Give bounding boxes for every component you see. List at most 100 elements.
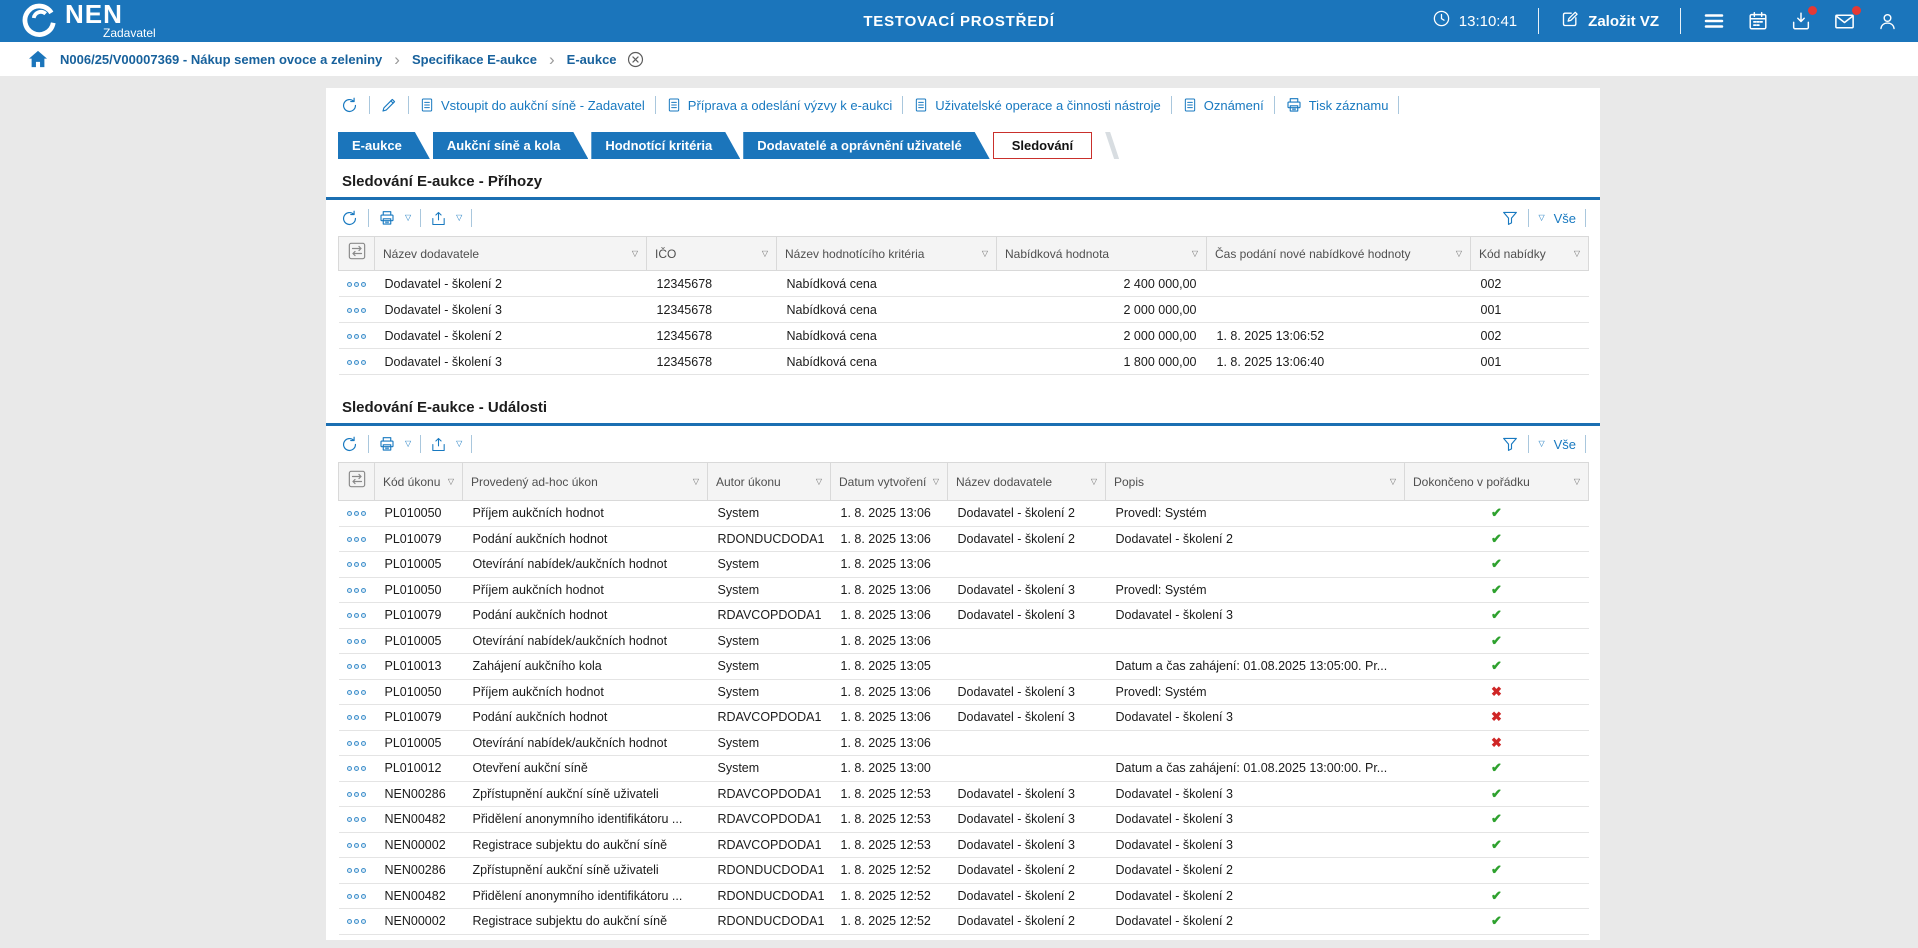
printer-dropdown-icon[interactable]: ▽: [405, 439, 412, 448]
breadcrumb-item-specifikace-e-aukce[interactable]: Specifikace E-aukce: [411, 51, 537, 67]
row-menu-icon[interactable]: [338, 755, 375, 782]
table-row[interactable]: PL010079 Podání aukčních hodnot RDAVCOPDOD…: [338, 602, 1589, 629]
table-row[interactable]: PL010013 Zahájení aukčního kola System 1. 8…: [338, 653, 1589, 680]
column-filter-icon[interactable]: ▽: [1573, 249, 1580, 258]
column-filter-icon[interactable]: ▽: [815, 477, 822, 486]
view-all-label[interactable]: Vše: [1553, 436, 1576, 452]
toolbar-action-vstoupit-do-aukcni-sine-zada[interactable]: Vstoupit do aukční síně - Zadavatel: [419, 96, 645, 114]
table-row[interactable]: NEN00002 Registrace subjektu do aukční sí…: [338, 832, 1589, 858]
column-header-ico[interactable]: IČO ▽: [646, 236, 777, 271]
column-header-dokonceno-v-poradku[interactable]: Dokončeno v pořádku ▽: [1404, 462, 1589, 501]
row-menu-icon[interactable]: [338, 628, 375, 654]
export-dropdown-icon[interactable]: ▽: [456, 213, 463, 222]
column-header-popis[interactable]: Popis ▽: [1105, 462, 1405, 501]
pencil-icon[interactable]: [380, 96, 398, 114]
row-menu-icon[interactable]: [338, 730, 375, 756]
column-filter-icon[interactable]: ▽: [1573, 477, 1580, 486]
export-icon[interactable]: [430, 210, 447, 227]
row-menu-icon[interactable]: [338, 296, 375, 323]
column-settings-icon[interactable]: [338, 236, 375, 271]
column-filter-icon[interactable]: ▽: [1455, 249, 1462, 258]
printer-dropdown-icon[interactable]: ▽: [405, 213, 412, 222]
column-header-cas-podani-nove-nabidkove-hodnoty[interactable]: Čas podání nové nabídkové hodnoty ▽: [1206, 236, 1471, 271]
row-menu-icon[interactable]: [338, 832, 375, 858]
tab-hodnotici-kriteria[interactable]: Hodnotící kritéria: [591, 132, 740, 159]
refresh-icon[interactable]: [340, 209, 359, 228]
table-row[interactable]: NEN00482 Přidělení anonymního identifikát…: [338, 883, 1589, 909]
toolbar-action-oznameni[interactable]: Oznámení: [1182, 96, 1264, 114]
table-row[interactable]: Dodavatel - školení 2 12345678 Nabídková c…: [338, 322, 1589, 349]
column-filter-icon[interactable]: ▽: [1389, 477, 1396, 486]
row-menu-icon[interactable]: [338, 348, 375, 375]
column-header-datum-vytvoreni[interactable]: Datum vytvoření ▽: [830, 462, 948, 501]
table-row[interactable]: PL010079 Podání aukčních hodnot RDONDUCDOD…: [338, 526, 1589, 552]
toolbar-action-priprava-a-odeslani-vyzvy-k-[interactable]: Příprava a odeslání výzvy k e-aukci: [666, 96, 892, 114]
table-row[interactable]: PL010050 Příjem aukčních hodnot System 1. 8…: [338, 500, 1589, 527]
table-row[interactable]: Dodavatel - školení 2 12345678 Nabídková c…: [338, 270, 1589, 297]
table-row[interactable]: NEN00002 Registrace subjektu do aukční sí…: [338, 908, 1589, 935]
breadcrumb-item-e-aukce[interactable]: E-aukce: [566, 51, 617, 67]
calendar-icon[interactable]: [1747, 10, 1769, 32]
table-row[interactable]: PL010005 Otevírání nabídek/aukčních hodno…: [338, 551, 1589, 578]
hamburger-menu-icon[interactable]: [1702, 9, 1726, 33]
filter-icon[interactable]: [1501, 435, 1519, 453]
nen-logo[interactable]: NEN Zadavatel: [20, 0, 156, 43]
tab-aukcni-sine-a-kola[interactable]: Aukční síně a kola: [433, 132, 588, 159]
row-menu-icon[interactable]: [338, 806, 375, 833]
filter-icon[interactable]: [1501, 209, 1519, 227]
column-header-nazev-dodavatele[interactable]: Název dodavatele ▽: [947, 462, 1106, 501]
row-menu-icon[interactable]: [338, 653, 375, 680]
toolbar-action-uzivatelske-operace-a-cinnos[interactable]: Uživatelské operace a činnosti nástroje: [913, 96, 1161, 114]
row-menu-icon[interactable]: [338, 270, 375, 297]
printer-icon[interactable]: [378, 435, 396, 453]
column-header-autor-ukonu[interactable]: Autor úkonu ▽: [707, 462, 831, 501]
row-menu-icon[interactable]: [338, 577, 375, 603]
row-menu-icon[interactable]: [338, 322, 375, 349]
create-vz-button[interactable]: Založit VZ: [1560, 9, 1659, 34]
table-row[interactable]: PL010005 Otevírání nabídek/aukčních hodno…: [338, 628, 1589, 654]
row-menu-icon[interactable]: [338, 857, 375, 884]
tab-e-aukce[interactable]: E-aukce: [338, 132, 430, 159]
column-header-kod-ukonu[interactable]: Kód úkonu ▽: [374, 462, 463, 501]
table-row[interactable]: PL010079 Podání aukčních hodnot RDAVCOPDOD…: [338, 704, 1589, 731]
refresh-icon[interactable]: [340, 435, 359, 454]
table-row[interactable]: PL010012 Otevření aukční síně System 1. 8. …: [338, 755, 1589, 782]
column-filter-icon[interactable]: ▽: [1090, 477, 1097, 486]
tab-dodavatele-a-opravneni-uzivatele[interactable]: Dodavatelé a oprávnění uživatelé: [743, 132, 989, 159]
home-icon[interactable]: [28, 50, 48, 68]
column-header-nazev-hodnoticiho-kriteria[interactable]: Název hodnotícího kritéria ▽: [776, 236, 997, 271]
view-all-label[interactable]: Vše: [1553, 210, 1576, 226]
row-menu-icon[interactable]: [338, 551, 375, 578]
export-icon[interactable]: [430, 436, 447, 453]
row-menu-icon[interactable]: [338, 500, 375, 527]
tab-sledovani[interactable]: Sledování: [992, 132, 1093, 159]
close-record-icon[interactable]: [627, 51, 644, 68]
row-menu-icon[interactable]: [338, 526, 375, 552]
table-row[interactable]: NEN00482 Přidělení anonymního identifikát…: [338, 806, 1589, 833]
column-header-kod-nabidky[interactable]: Kód nabídky ▽: [1470, 236, 1589, 271]
refresh-icon[interactable]: [340, 96, 359, 115]
row-menu-icon[interactable]: [338, 679, 375, 705]
view-dropdown-icon[interactable]: ▽: [1538, 439, 1545, 448]
table-row[interactable]: PL010050 Příjem aukčních hodnot System 1. 8…: [338, 577, 1589, 603]
toolbar-action-tisk-zaznamu[interactable]: Tisk záznamu: [1285, 96, 1388, 114]
table-row[interactable]: PL010005 Otevírání nabídek/aukčních hodno…: [338, 730, 1589, 756]
table-row[interactable]: NEN00286 Zpřístupnění aukční síně uživate…: [338, 857, 1589, 884]
downloads-icon[interactable]: [1790, 6, 1817, 32]
column-filter-icon[interactable]: ▽: [981, 249, 988, 258]
messages-icon[interactable]: [1833, 5, 1861, 33]
column-settings-icon[interactable]: [338, 462, 375, 501]
table-row[interactable]: PL010050 Příjem aukčních hodnot System 1. 8…: [338, 679, 1589, 705]
table-row[interactable]: Dodavatel - školení 3 12345678 Nabídková c…: [338, 348, 1589, 375]
user-icon[interactable]: [1877, 11, 1898, 32]
column-filter-icon[interactable]: ▽: [761, 249, 768, 258]
column-filter-icon[interactable]: ▽: [692, 477, 699, 486]
breadcrumb-item-n006-25-v00007369-nakup-[interactable]: N006/25/V00007369 - Nákup semen ovoce a …: [60, 51, 383, 67]
table-row[interactable]: NEN00286 Zpřístupnění aukční síně uživate…: [338, 781, 1589, 807]
table-row[interactable]: Dodavatel - školení 3 12345678 Nabídková c…: [338, 296, 1589, 323]
column-filter-icon[interactable]: ▽: [447, 477, 454, 486]
printer-icon[interactable]: [378, 209, 396, 227]
row-menu-icon[interactable]: [338, 704, 375, 731]
column-filter-icon[interactable]: ▽: [932, 477, 939, 486]
row-menu-icon[interactable]: [338, 908, 375, 935]
